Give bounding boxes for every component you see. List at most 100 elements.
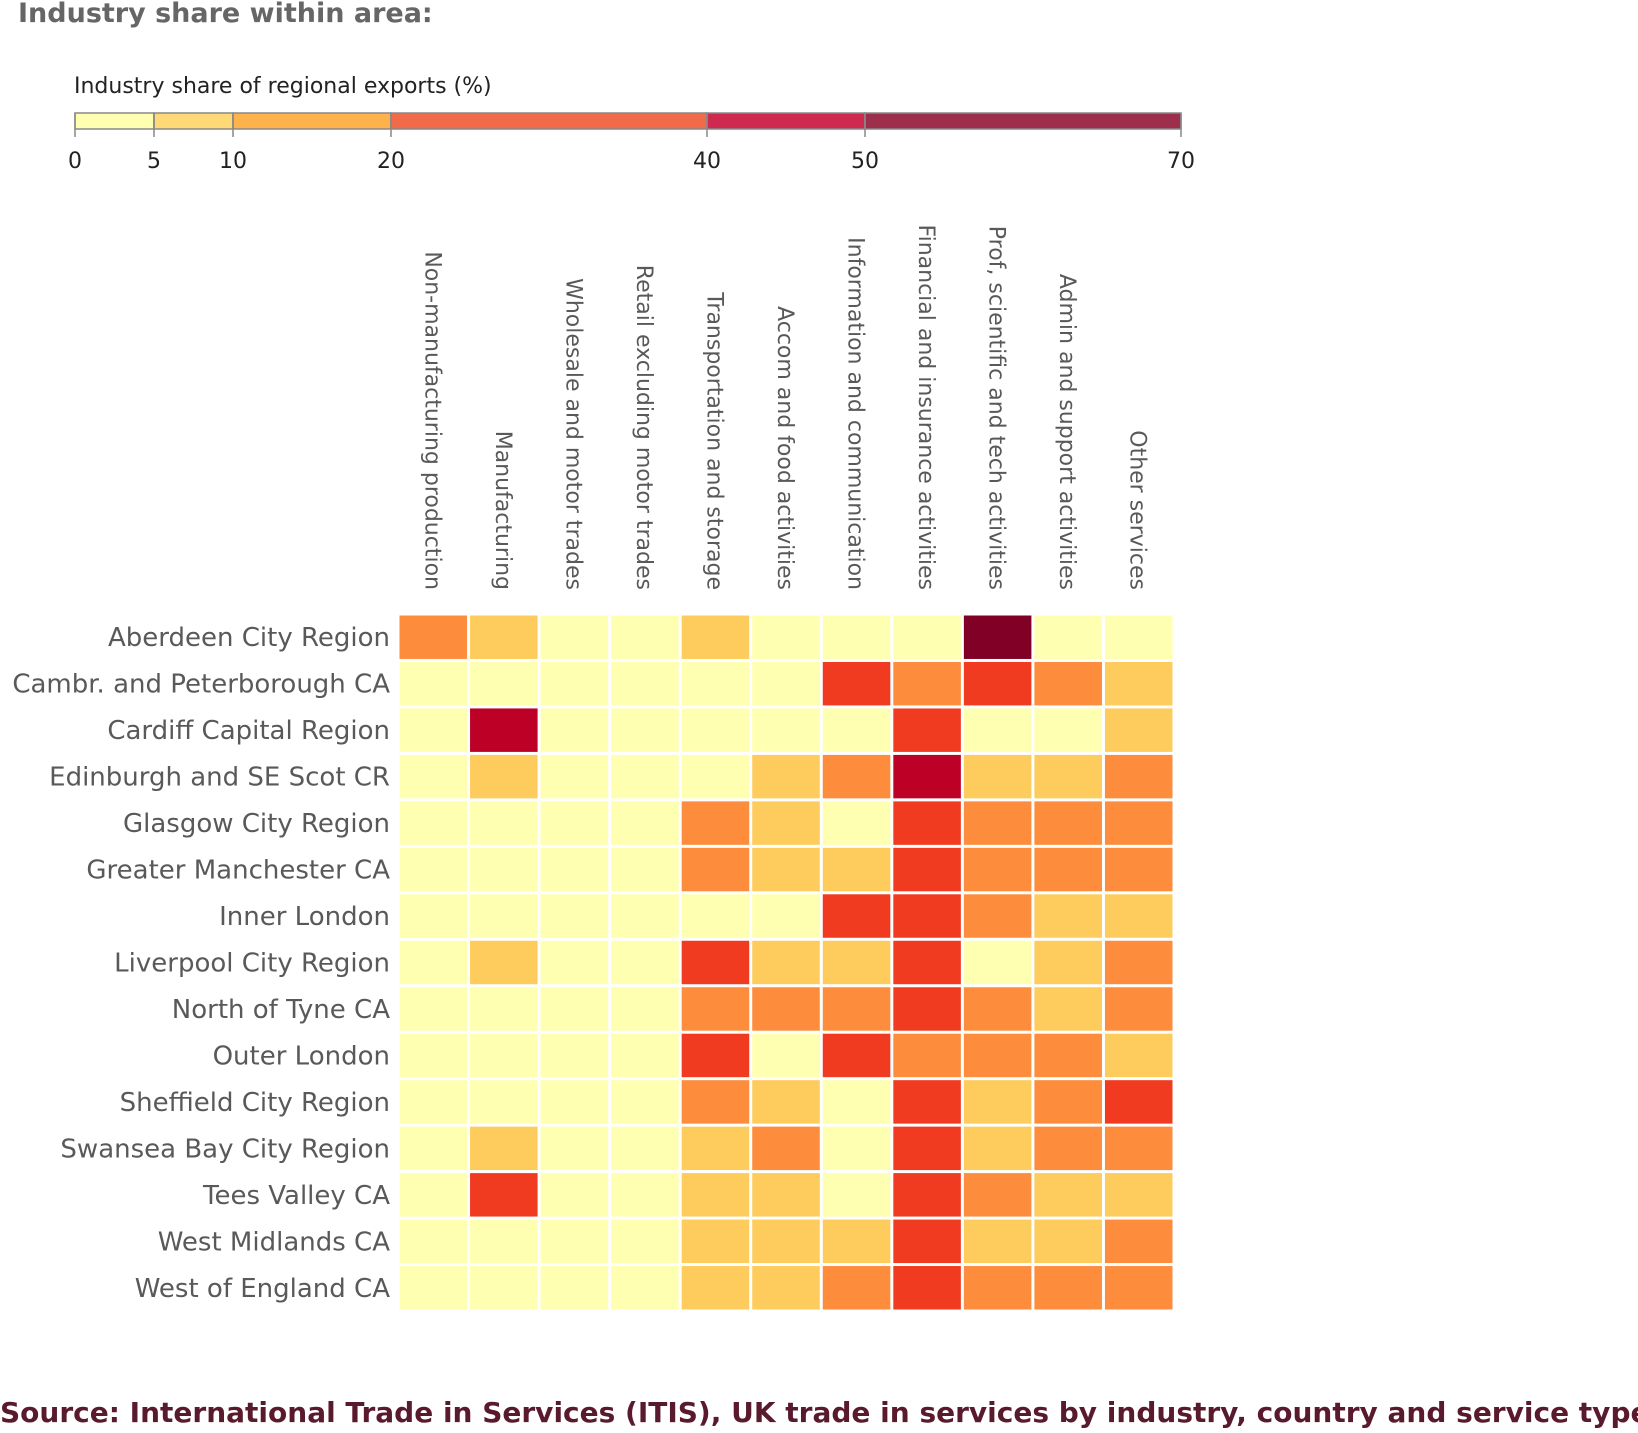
heatmap-cell [470,987,538,1031]
heatmap-cell [1104,1173,1173,1217]
heatmap-cell [681,1126,750,1171]
heatmap-cell [470,1266,538,1310]
heatmap-cell [963,987,1032,1031]
heatmap-cell [540,754,609,799]
heatmap-cell [540,1080,609,1124]
heatmap-cell [399,1080,468,1124]
heatmap-cell [822,801,891,845]
heatmap-cell [752,708,820,752]
legend-tick-label: 50 [851,149,879,174]
column-label: Other services [1125,430,1150,590]
heatmap-cell [963,661,1032,706]
heatmap-cell [470,1173,538,1217]
heatmap-cell [611,615,679,659]
heatmap-cell [399,894,468,938]
column-label: Prof, scientific and tech activities [984,226,1009,590]
heatmap-cell [681,1033,750,1078]
heatmap-cell [1034,1033,1102,1078]
heatmap-cell [1034,1173,1102,1217]
heatmap-cell [399,1219,468,1264]
heatmap-cell [399,987,468,1031]
heatmap-cell [893,615,961,659]
heatmap-cell [893,1219,961,1264]
heatmap-cell [963,1266,1032,1310]
heatmap-cell [611,847,679,892]
heatmap-cell [963,615,1032,659]
heatmap-cell [822,987,891,1031]
heatmap-cell [1104,1266,1173,1310]
legend-title: Industry share of regional exports (%) [74,74,492,99]
heatmap-cell [963,1126,1032,1171]
heatmap-cell [681,661,750,706]
heatmap-cell [1034,1080,1102,1124]
heatmap-cell [611,754,679,799]
legend-swatch [706,112,866,130]
heatmap-cell [1034,1126,1102,1171]
legend-tick-label: 10 [219,149,247,174]
row-label: Aberdeen City Region [108,623,390,653]
heatmap-cell [399,1173,468,1217]
heatmap-cell [470,1126,538,1171]
heatmap-cell [752,615,820,659]
heatmap-cell [611,1266,679,1310]
heatmap-cell [752,987,820,1031]
heatmap-cell [752,894,820,938]
heatmap-cell [752,1219,820,1264]
heatmap-cell [893,847,961,892]
heatmap-cell [470,708,538,752]
heatmap-cell [893,661,961,706]
heatmap-cell [399,1266,468,1310]
heatmap-cell [963,1033,1032,1078]
heatmap-cell [681,801,750,845]
legend-swatches [74,112,1182,130]
heatmap-cell [963,754,1032,799]
heatmap-cell [1034,894,1102,938]
heatmap-cell [399,1126,468,1171]
heatmap-cell [611,1126,679,1171]
heatmap-cell [470,801,538,845]
legend-ticks: 0 5 10 20 40 50 70 [68,113,1195,174]
heatmap-cell [963,1219,1032,1264]
row-label: West Midlands CA [158,1227,390,1257]
heatmap-cell [399,754,468,799]
heatmap-cell [752,661,820,706]
heatmap-cell [963,708,1032,752]
row-label: Cardiff Capital Region [107,716,390,746]
source-note: Source: International Trade in Services … [0,1396,1638,1429]
heatmap-cell [470,1219,538,1264]
heatmap-cell [470,1080,538,1124]
heatmap-cell [540,801,609,845]
heatmap-cell [540,615,609,659]
heatmap-cell [822,847,891,892]
heatmap-cell [1104,1080,1173,1124]
heatmap-cell [752,847,820,892]
heatmap-cell [540,894,609,938]
row-label: Cambr. and Peterborough CA [12,670,390,700]
heatmap-cell [822,615,891,659]
heatmap-cell [752,940,820,985]
heatmap-cell [1034,847,1102,892]
row-labels: Aberdeen City Region Cambr. and Peterboro… [12,623,390,1304]
heatmap-cell [1104,1126,1173,1171]
legend-tick-label: 20 [377,149,405,174]
legend-swatch [390,112,708,130]
heatmap-cell [470,1033,538,1078]
heatmap-cell [681,1080,750,1124]
heatmap-cell [893,801,961,845]
heatmap-cell [681,615,750,659]
heatmap-cell [893,1173,961,1217]
row-label: Tees Valley CA [202,1181,390,1211]
heatmap-cell [1034,940,1102,985]
heatmap-cell [752,1173,820,1217]
heatmap-cell [1034,661,1102,706]
heatmap-cell [681,754,750,799]
heatmap-cell [470,754,538,799]
heatmap-cell [1104,1033,1173,1078]
heatmap-cell [681,894,750,938]
heatmap-cell [822,754,891,799]
column-label: Admin and support activities [1054,274,1079,590]
heatmap-cell [1104,847,1173,892]
heatmap-cell [963,1173,1032,1217]
heatmap-cell [611,987,679,1031]
heatmap-cell [540,1266,609,1310]
